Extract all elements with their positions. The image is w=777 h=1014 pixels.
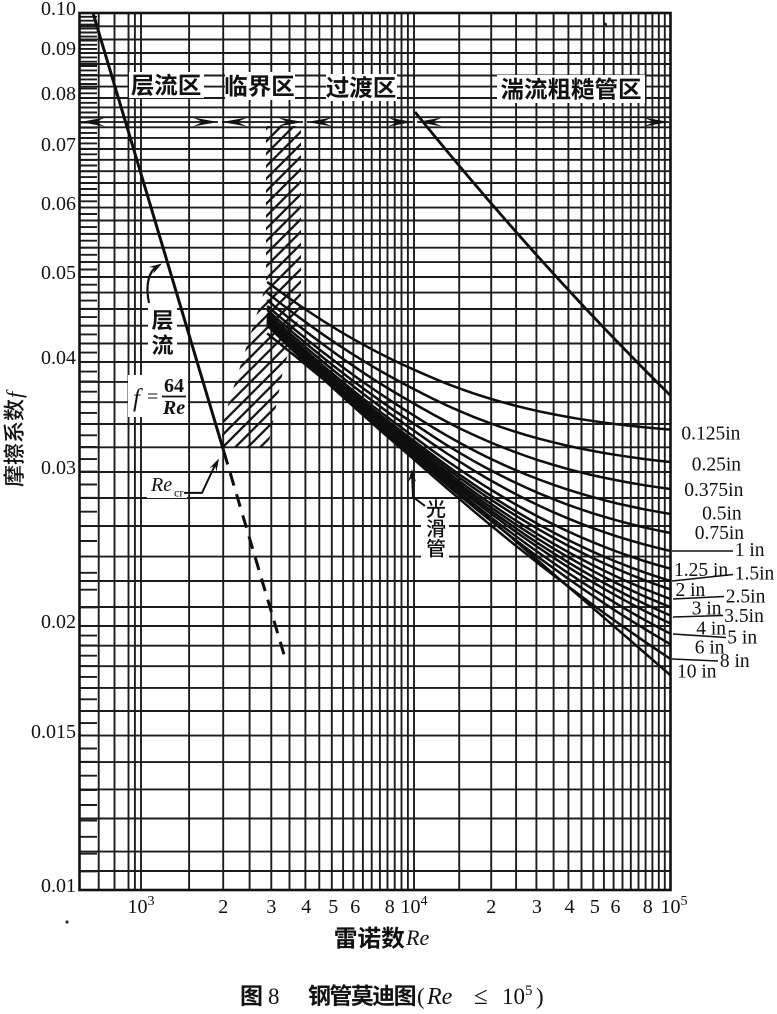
svg-text:2.5in: 2.5in [726, 587, 766, 608]
svg-text:Re: Re [162, 397, 185, 419]
svg-text:0.125in: 0.125in [681, 424, 740, 445]
svg-text:8: 8 [643, 896, 653, 918]
svg-text:f: f [133, 385, 143, 412]
svg-text:6: 6 [611, 896, 621, 918]
svg-text:1 in: 1 in [735, 540, 765, 561]
svg-text:0.75in: 0.75in [695, 523, 745, 544]
svg-text:2 in: 2 in [676, 580, 706, 601]
svg-text:0.375in: 0.375in [684, 480, 743, 501]
svg-text:=: = [147, 386, 158, 408]
svg-text:0.04: 0.04 [41, 347, 76, 369]
svg-text:(: ( [417, 984, 425, 1009]
svg-text:Re: Re [150, 474, 172, 496]
svg-text:1.5in: 1.5in [735, 564, 775, 585]
svg-text:f: f [2, 389, 27, 398]
svg-text:4: 4 [301, 896, 311, 918]
svg-text:3 in: 3 in [692, 599, 722, 620]
svg-text:0.06: 0.06 [41, 193, 76, 215]
svg-text:5: 5 [328, 896, 338, 918]
svg-text:0.03: 0.03 [41, 457, 76, 479]
svg-text:): ) [536, 984, 544, 1009]
svg-text:5: 5 [590, 896, 600, 918]
svg-text:≤: ≤ [474, 983, 488, 1010]
svg-text:0.015: 0.015 [31, 721, 76, 743]
svg-text:cr: cr [174, 486, 183, 500]
svg-text:10 in: 10 in [677, 662, 717, 683]
svg-text:0.07: 0.07 [41, 134, 76, 156]
svg-text:64: 64 [164, 375, 184, 397]
svg-text:4 in: 4 in [696, 619, 726, 640]
svg-text:8: 8 [385, 896, 395, 918]
svg-text:5 in: 5 in [727, 627, 757, 648]
svg-text:6 in: 6 in [695, 638, 725, 659]
svg-text:0.5in: 0.5in [702, 504, 742, 525]
svg-text:2: 2 [218, 896, 228, 918]
svg-text:0.05: 0.05 [41, 262, 76, 284]
svg-text:4: 4 [565, 896, 575, 918]
svg-text:104: 104 [401, 894, 428, 918]
svg-text:0.10: 0.10 [41, 0, 76, 20]
svg-text:8 in: 8 in [720, 651, 750, 672]
svg-text:8: 8 [268, 984, 280, 1009]
svg-text:Re: Re [426, 984, 453, 1010]
svg-text:Re: Re [405, 925, 429, 950]
svg-text:0.09: 0.09 [41, 38, 76, 60]
svg-text:0.02: 0.02 [41, 611, 76, 633]
svg-text:0.01: 0.01 [41, 875, 76, 897]
svg-text:3: 3 [532, 896, 542, 918]
svg-text:6: 6 [350, 896, 360, 918]
svg-text:3.5in: 3.5in [724, 606, 764, 627]
svg-text:3: 3 [266, 896, 276, 918]
svg-text:2: 2 [486, 896, 496, 918]
svg-text:0.08: 0.08 [41, 83, 76, 105]
svg-text:0.25in: 0.25in [692, 455, 742, 476]
